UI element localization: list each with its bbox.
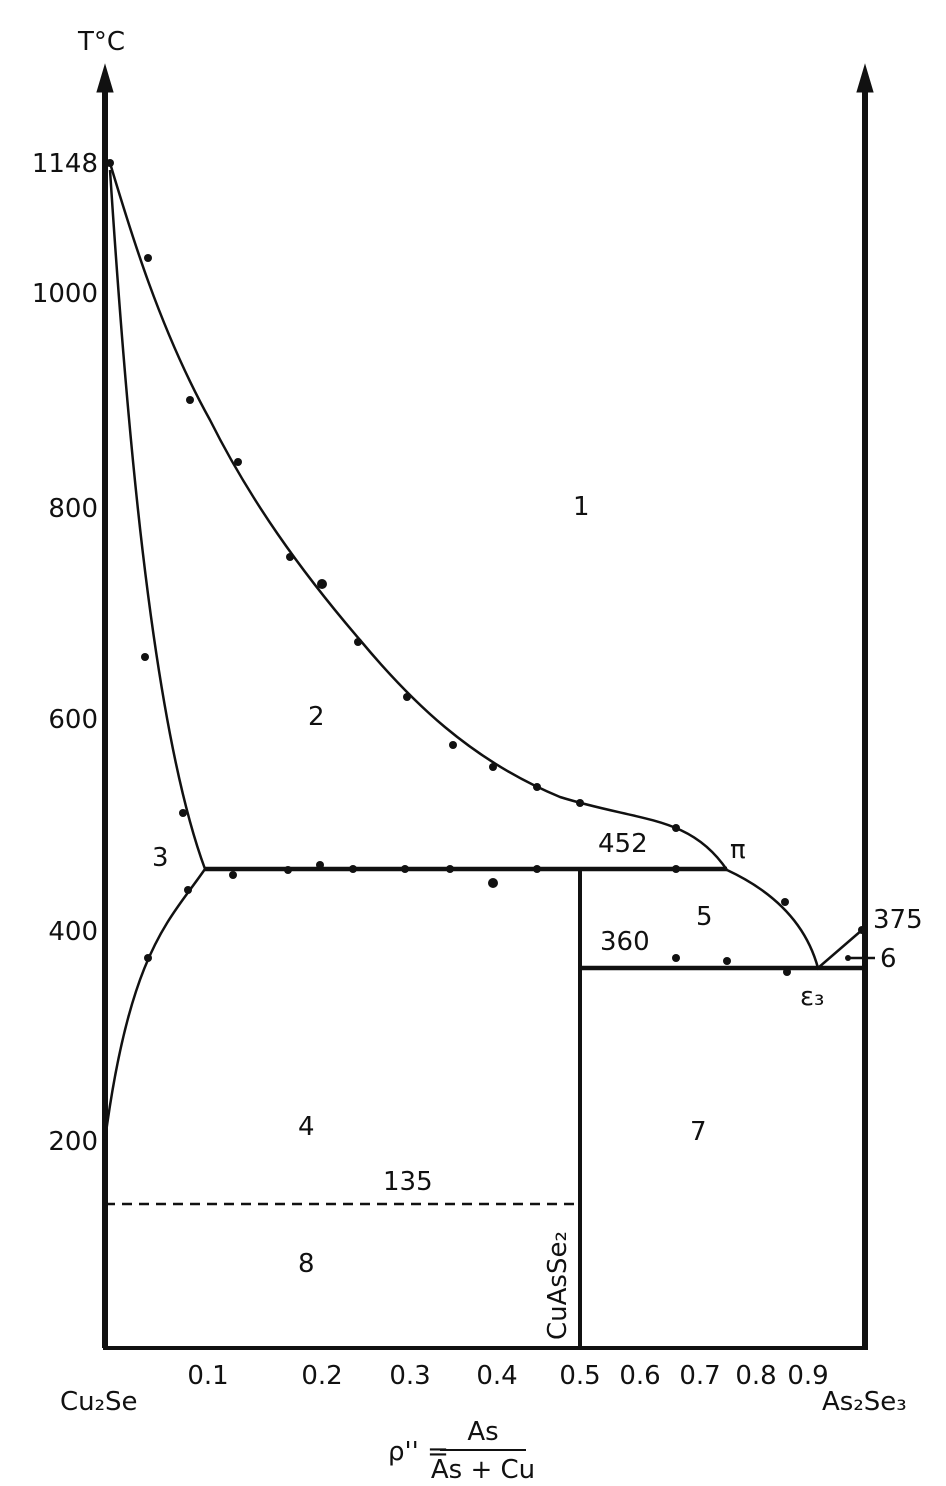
x-tick-label: 0.9	[787, 1361, 828, 1391]
y-tick-label: 600	[48, 705, 98, 735]
x-left-label: Cu₂Se	[60, 1387, 138, 1417]
x-right-label: As₂Se₃	[822, 1387, 907, 1417]
isotherm-label: 452	[598, 829, 648, 859]
x-tick-label: 0.4	[476, 1361, 517, 1391]
data-points	[106, 159, 866, 976]
region-label: 6	[880, 944, 897, 974]
y-axis-title: T°C	[77, 27, 125, 57]
x-tick-label: 0.1	[187, 1361, 228, 1391]
x-title-denominator: As + Cu	[431, 1455, 535, 1482]
region-label: 1	[573, 492, 590, 522]
compound-label: CuAsSe₂	[543, 1231, 573, 1340]
isotherm-label: 375	[873, 905, 923, 935]
y-tick-label: 200	[48, 1127, 98, 1157]
region-label: 8	[298, 1249, 315, 1279]
x-tick-label: 0.8	[735, 1361, 776, 1391]
y-tick-label: 1148	[32, 149, 98, 179]
y-tick-label: 400	[48, 917, 98, 947]
x-tick-label: 0.6	[619, 1361, 660, 1391]
eutectic-label: ε₃	[800, 982, 824, 1012]
x-tick-label: 0.2	[301, 1361, 342, 1391]
x-title-lhs: ρ'' =	[388, 1437, 449, 1467]
pi-label: π	[730, 835, 746, 865]
region-label: 5	[696, 902, 713, 932]
region-label: 4	[298, 1112, 315, 1142]
x-tick-label: 0.5	[559, 1361, 600, 1391]
x-title-numerator: As	[467, 1417, 498, 1447]
x-tick-label: 0.7	[679, 1361, 720, 1391]
y-tick-label: 800	[48, 494, 98, 524]
frame	[96, 63, 874, 1350]
isotherm-label: 360	[600, 927, 650, 957]
region-label: 3	[152, 843, 169, 873]
x-tick-label: 0.3	[389, 1361, 430, 1391]
region-label: 7	[690, 1117, 707, 1147]
phase-boundaries	[103, 162, 875, 1348]
region-label: 2	[308, 702, 325, 732]
isotherm-label: 135	[383, 1167, 433, 1197]
y-tick-label: 1000	[32, 279, 98, 309]
